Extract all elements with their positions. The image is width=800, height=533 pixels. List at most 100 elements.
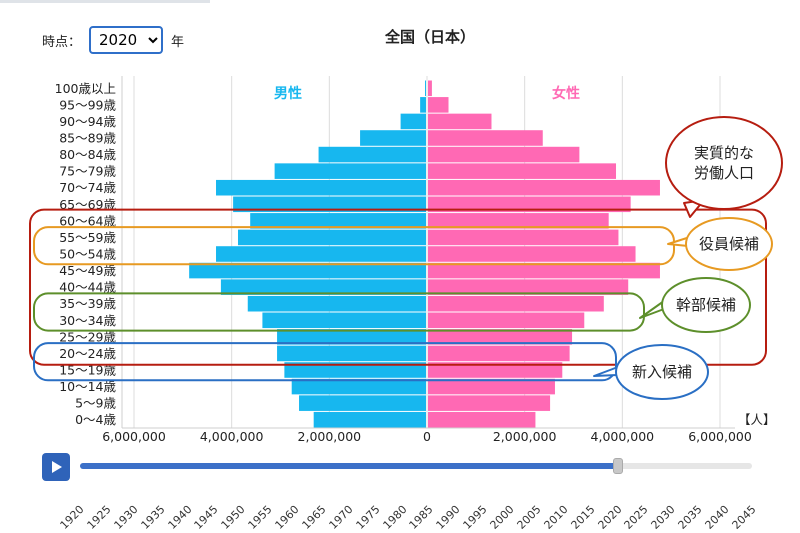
bar-male-8 — [220, 279, 426, 295]
x-tick-label-6: 6,000,000 — [688, 429, 752, 444]
slider-tick-1950: 1950 — [218, 502, 248, 532]
slider-tick-2030: 2030 — [648, 502, 678, 532]
slider-tick-1945: 1945 — [191, 502, 221, 532]
y-tick-label-14: 70〜74歳 — [59, 180, 116, 195]
year-slider-track[interactable] — [80, 458, 752, 474]
bar-female-7 — [428, 295, 604, 312]
x-tick-label-4: 2,000,000 — [493, 429, 557, 444]
bar-female-3 — [428, 362, 563, 378]
bar-male-2 — [291, 378, 426, 395]
slider-tick-1940: 1940 — [165, 502, 195, 532]
annotation-label-2: 幹部候補 — [676, 296, 736, 314]
slider-tick-1985: 1985 — [407, 502, 437, 532]
bar-female-11 — [428, 229, 619, 246]
slider-tick-2015: 2015 — [568, 502, 598, 532]
top-divider — [0, 0, 210, 3]
slider-tick-2010: 2010 — [541, 502, 571, 532]
annotation-bubble-2 — [661, 277, 751, 333]
y-tick-label-18: 90〜94歳 — [59, 114, 116, 129]
year-slider-thumb[interactable] — [612, 458, 623, 474]
bar-female-19 — [428, 97, 449, 113]
unit-label: 【人】 — [738, 412, 776, 427]
slider-tick-1970: 1970 — [326, 502, 356, 532]
slider-tick-1955: 1955 — [245, 502, 275, 532]
bar-female-4 — [428, 345, 570, 362]
annotation-box-0 — [29, 208, 767, 366]
year-select[interactable]: 2020 — [89, 26, 164, 54]
x-tick-label-5: 4,000,000 — [591, 429, 655, 444]
annotation-label-line-0-1: 労働人口 — [694, 164, 754, 182]
bar-female-5 — [428, 329, 573, 345]
annotation-bubble-tail-3 — [593, 366, 619, 377]
slider-tick-2005: 2005 — [514, 502, 544, 532]
annotation-label-line-0-0: 実質的な — [694, 144, 754, 162]
bar-male-13 — [233, 196, 426, 213]
slider-tick-1995: 1995 — [460, 502, 490, 532]
bar-male-9 — [189, 262, 426, 279]
y-tick-label-1: 5〜9歳 — [75, 396, 116, 411]
bar-male-11 — [237, 229, 426, 246]
y-tick-label-12: 60〜64歳 — [59, 213, 116, 228]
slider-tick-1935: 1935 — [138, 502, 168, 532]
bar-female-8 — [428, 279, 629, 295]
bar-female-15 — [428, 163, 617, 179]
y-tick-label-10: 50〜54歳 — [59, 247, 116, 262]
y-tick-label-0: 0〜4歳 — [75, 412, 116, 427]
slider-tick-1990: 1990 — [433, 502, 463, 532]
bar-male-14 — [216, 179, 426, 196]
bar-male-1 — [299, 395, 426, 411]
bar-female-6 — [428, 312, 585, 329]
bar-male-6 — [262, 312, 426, 329]
annotation-box-2 — [33, 292, 645, 332]
period-label: 時点： — [42, 34, 82, 50]
bar-female-17 — [428, 130, 543, 146]
annotation-label-3: 新入候補 — [632, 363, 692, 381]
bar-female-14 — [428, 179, 660, 196]
annotation-box-1 — [33, 226, 675, 266]
bar-male-4 — [277, 345, 426, 362]
slider-tick-2045: 2045 — [729, 502, 759, 532]
annotation-label-line-2-0: 幹部候補 — [676, 296, 736, 314]
annotation-box-3 — [33, 342, 617, 382]
bar-female-13 — [428, 196, 631, 213]
bar-male-5 — [277, 329, 426, 345]
bar-male-10 — [216, 246, 426, 262]
bar-female-10 — [428, 246, 636, 262]
annotation-bubble-3 — [615, 344, 709, 400]
legend-male-label: 男性 — [274, 85, 302, 102]
annotation-label-line-3-0: 新入候補 — [632, 363, 692, 381]
y-tick-label-11: 55〜59歳 — [59, 230, 116, 245]
slider-tick-2025: 2025 — [622, 502, 652, 532]
bar-male-20 — [425, 80, 426, 97]
annotation-label-0: 実質的な労働人口 — [694, 144, 754, 182]
bar-female-0 — [428, 411, 536, 428]
y-tick-label-7: 35〜39歳 — [59, 296, 116, 311]
bar-female-2 — [428, 378, 555, 395]
slider-tick-2035: 2035 — [675, 502, 705, 532]
slider-tick-1980: 1980 — [380, 502, 410, 532]
bar-male-16 — [318, 146, 426, 163]
bar-female-20 — [428, 80, 432, 97]
annotation-label-line-1-0: 役員候補 — [699, 235, 759, 253]
bar-female-16 — [428, 146, 580, 163]
slider-tick-2000: 2000 — [487, 502, 517, 532]
annotation-bubble-1 — [685, 217, 773, 271]
year-suffix: 年 — [171, 34, 185, 50]
bar-female-1 — [428, 395, 551, 411]
play-button[interactable] — [42, 453, 70, 481]
y-tick-label-20: 100歳以上 — [55, 81, 116, 96]
slider-tick-2040: 2040 — [702, 502, 732, 532]
y-tick-label-13: 65〜69歳 — [59, 197, 116, 212]
bar-male-17 — [360, 130, 426, 146]
y-tick-label-16: 80〜84歳 — [59, 147, 116, 162]
bar-female-9 — [428, 262, 660, 279]
x-tick-label-3: 0 — [423, 429, 431, 444]
legend-female-label: 女性 — [552, 85, 580, 102]
slider-tick-2020: 2020 — [595, 502, 625, 532]
period-selector: 時点： 2020 年 — [42, 26, 184, 54]
annotation-bubble-0 — [665, 116, 783, 210]
bar-female-12 — [428, 213, 609, 229]
slider-tick-1965: 1965 — [299, 502, 329, 532]
slider-tick-1925: 1925 — [84, 502, 114, 532]
slider-tick-1975: 1975 — [353, 502, 383, 532]
